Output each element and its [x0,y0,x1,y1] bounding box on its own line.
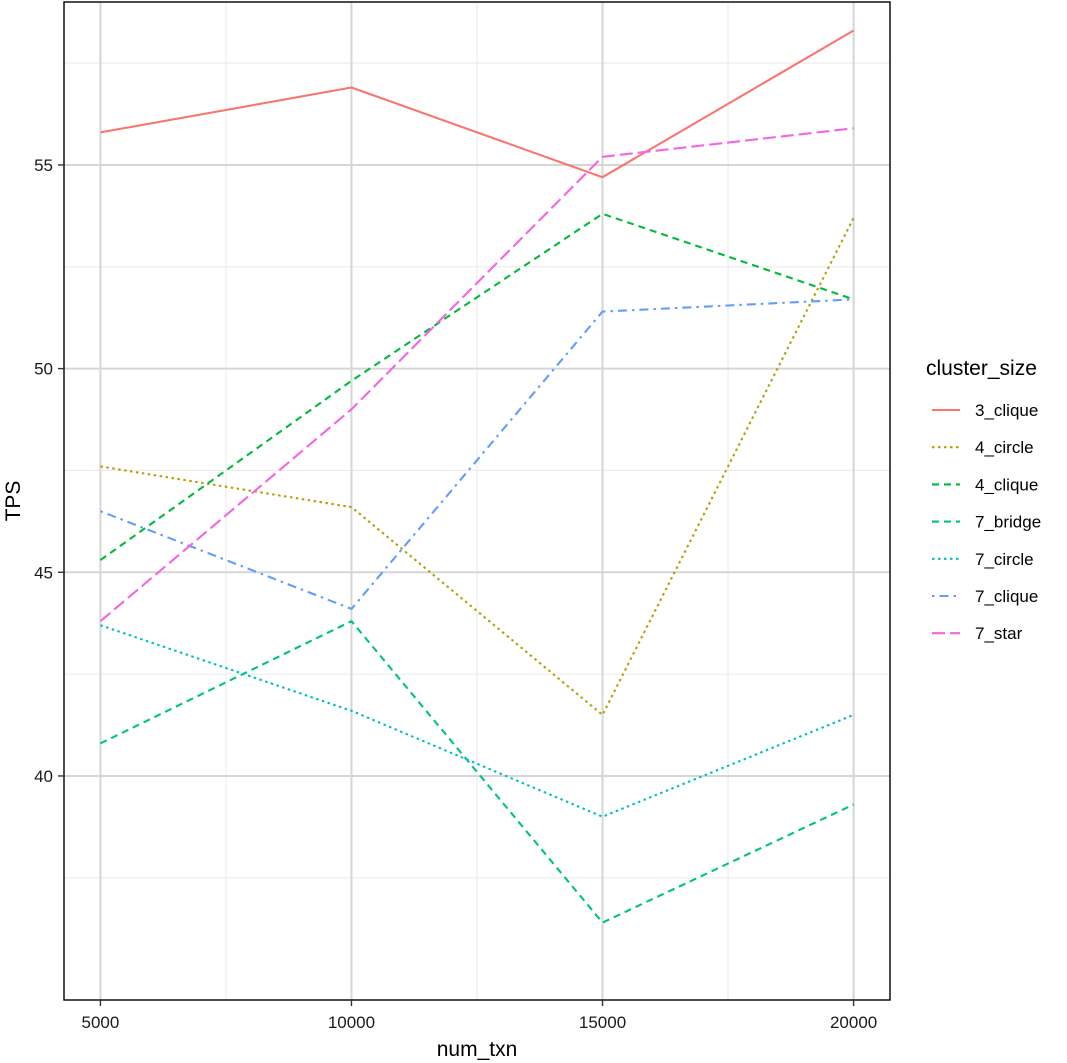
y-tick-label: 45 [34,563,53,582]
series-line-7_star [99,127,854,623]
y-tick-label: 50 [34,360,53,379]
y-axis-title: TPS [2,481,25,522]
series-line-7_clique [100,298,854,610]
axes: 5000 10000 15000 20000 40 45 50 55 [34,156,877,1032]
series-lines [99,29,855,924]
legend-label: 4_circle [975,438,1034,457]
series-line-4_clique [99,212,854,561]
legend: cluster_size 3_clique 4_circle 4_clique 7_b… [926,357,1041,643]
series-line-7_circle [100,624,854,818]
legend-label: 7_clique [975,587,1038,606]
x-axis-title: num_txn [437,1038,518,1061]
x-tick-label: 20000 [830,1013,877,1032]
legend-label: 7_star [975,624,1023,643]
legend-label: 4_clique [975,475,1038,494]
legend-title: cluster_size [926,357,1037,380]
x-tick-label: 15000 [579,1013,626,1032]
y-tick-label: 40 [34,767,53,786]
legend-label: 7_bridge [975,513,1041,532]
x-tick-label: 5000 [81,1013,119,1032]
series-line-7_bridge [99,620,855,924]
legend-label: 7_circle [975,550,1034,569]
x-tick-label: 10000 [328,1013,375,1032]
legend-label: 3_clique [975,401,1038,420]
grid [64,2,890,1000]
series-line-4_circle [100,217,855,716]
series-line-3_clique [100,29,855,179]
y-tick-label: 55 [34,156,53,175]
plot-panel-border [63,1,891,1001]
